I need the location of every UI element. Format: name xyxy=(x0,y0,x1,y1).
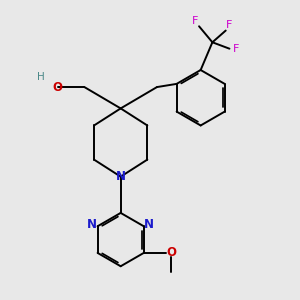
Text: N: N xyxy=(144,218,154,231)
Text: F: F xyxy=(226,20,232,30)
Text: O: O xyxy=(53,81,63,94)
Text: O: O xyxy=(167,246,176,260)
Text: N: N xyxy=(87,218,97,231)
Text: H: H xyxy=(37,73,45,82)
Text: F: F xyxy=(233,44,240,54)
Text: N: N xyxy=(116,170,126,183)
Text: F: F xyxy=(192,16,199,26)
